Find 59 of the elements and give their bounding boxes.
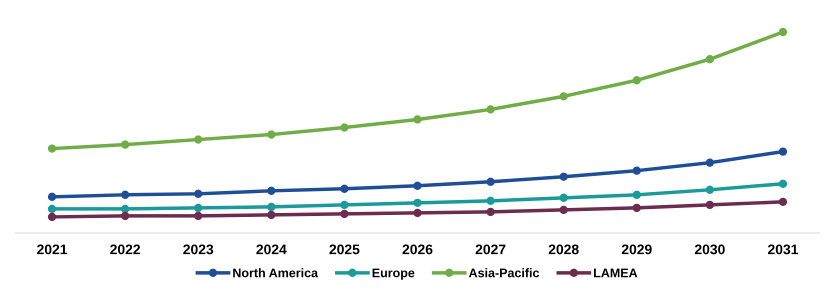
point — [706, 55, 714, 64]
point — [413, 115, 422, 124]
x-tick-label: 2025 — [329, 244, 360, 254]
legend-label: North America — [233, 268, 318, 278]
point — [194, 212, 202, 220]
point — [778, 198, 788, 206]
point — [340, 184, 349, 193]
legend-label: Asia-Pacific — [468, 268, 540, 278]
x-tick-label: 2029 — [622, 244, 652, 254]
point — [778, 28, 788, 36]
point — [340, 210, 349, 218]
point — [194, 190, 202, 198]
point — [340, 200, 349, 210]
point — [486, 178, 495, 186]
point — [632, 166, 641, 175]
point — [413, 198, 422, 208]
point — [632, 76, 641, 84]
x-tick-label: 2022 — [110, 244, 140, 254]
legend-label: Europe — [372, 268, 414, 280]
point — [120, 204, 130, 214]
point — [706, 158, 714, 167]
point — [778, 147, 788, 156]
point — [413, 208, 422, 218]
point — [706, 186, 714, 194]
point — [267, 186, 276, 195]
point — [194, 135, 202, 144]
legend-label: LAMEA — [594, 268, 638, 278]
point — [778, 180, 788, 188]
point — [48, 204, 56, 214]
point — [48, 212, 56, 222]
point — [267, 210, 276, 220]
point — [486, 196, 495, 206]
point — [413, 182, 422, 190]
x-tick-label: 2021 — [37, 244, 68, 254]
point — [706, 200, 714, 210]
point — [340, 123, 349, 132]
point — [120, 212, 130, 220]
point — [560, 206, 568, 214]
point — [194, 204, 202, 212]
point — [267, 202, 276, 212]
point — [560, 194, 568, 202]
point — [560, 172, 568, 181]
point — [632, 204, 641, 212]
point — [632, 190, 641, 199]
point — [486, 105, 495, 114]
point — [48, 192, 56, 201]
point — [560, 92, 568, 101]
x-tick-label: 2030 — [694, 244, 725, 254]
point — [120, 140, 130, 149]
x-tick-label: 2024 — [256, 244, 287, 254]
point — [486, 208, 495, 216]
x-tick-label: 2028 — [548, 244, 579, 254]
point — [48, 144, 56, 153]
x-tick-label: 2027 — [476, 244, 506, 254]
x-tick-label: 2026 — [402, 244, 432, 254]
point — [267, 130, 276, 139]
x-tick-label: 2031 — [768, 244, 798, 254]
point — [120, 190, 130, 199]
x-tick-label: 2023 — [183, 244, 214, 254]
